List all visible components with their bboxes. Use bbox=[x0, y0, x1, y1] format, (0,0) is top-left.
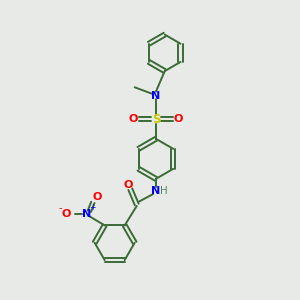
Text: H: H bbox=[160, 186, 168, 196]
Text: O: O bbox=[62, 209, 71, 219]
Text: N: N bbox=[151, 186, 160, 196]
Text: S: S bbox=[152, 112, 160, 126]
Text: +: + bbox=[90, 203, 96, 212]
Text: -: - bbox=[58, 203, 62, 213]
Text: O: O bbox=[174, 114, 183, 124]
Text: N: N bbox=[151, 91, 160, 100]
Text: N: N bbox=[82, 209, 91, 219]
Text: O: O bbox=[128, 114, 138, 124]
Text: O: O bbox=[123, 180, 133, 190]
Text: O: O bbox=[92, 192, 101, 202]
